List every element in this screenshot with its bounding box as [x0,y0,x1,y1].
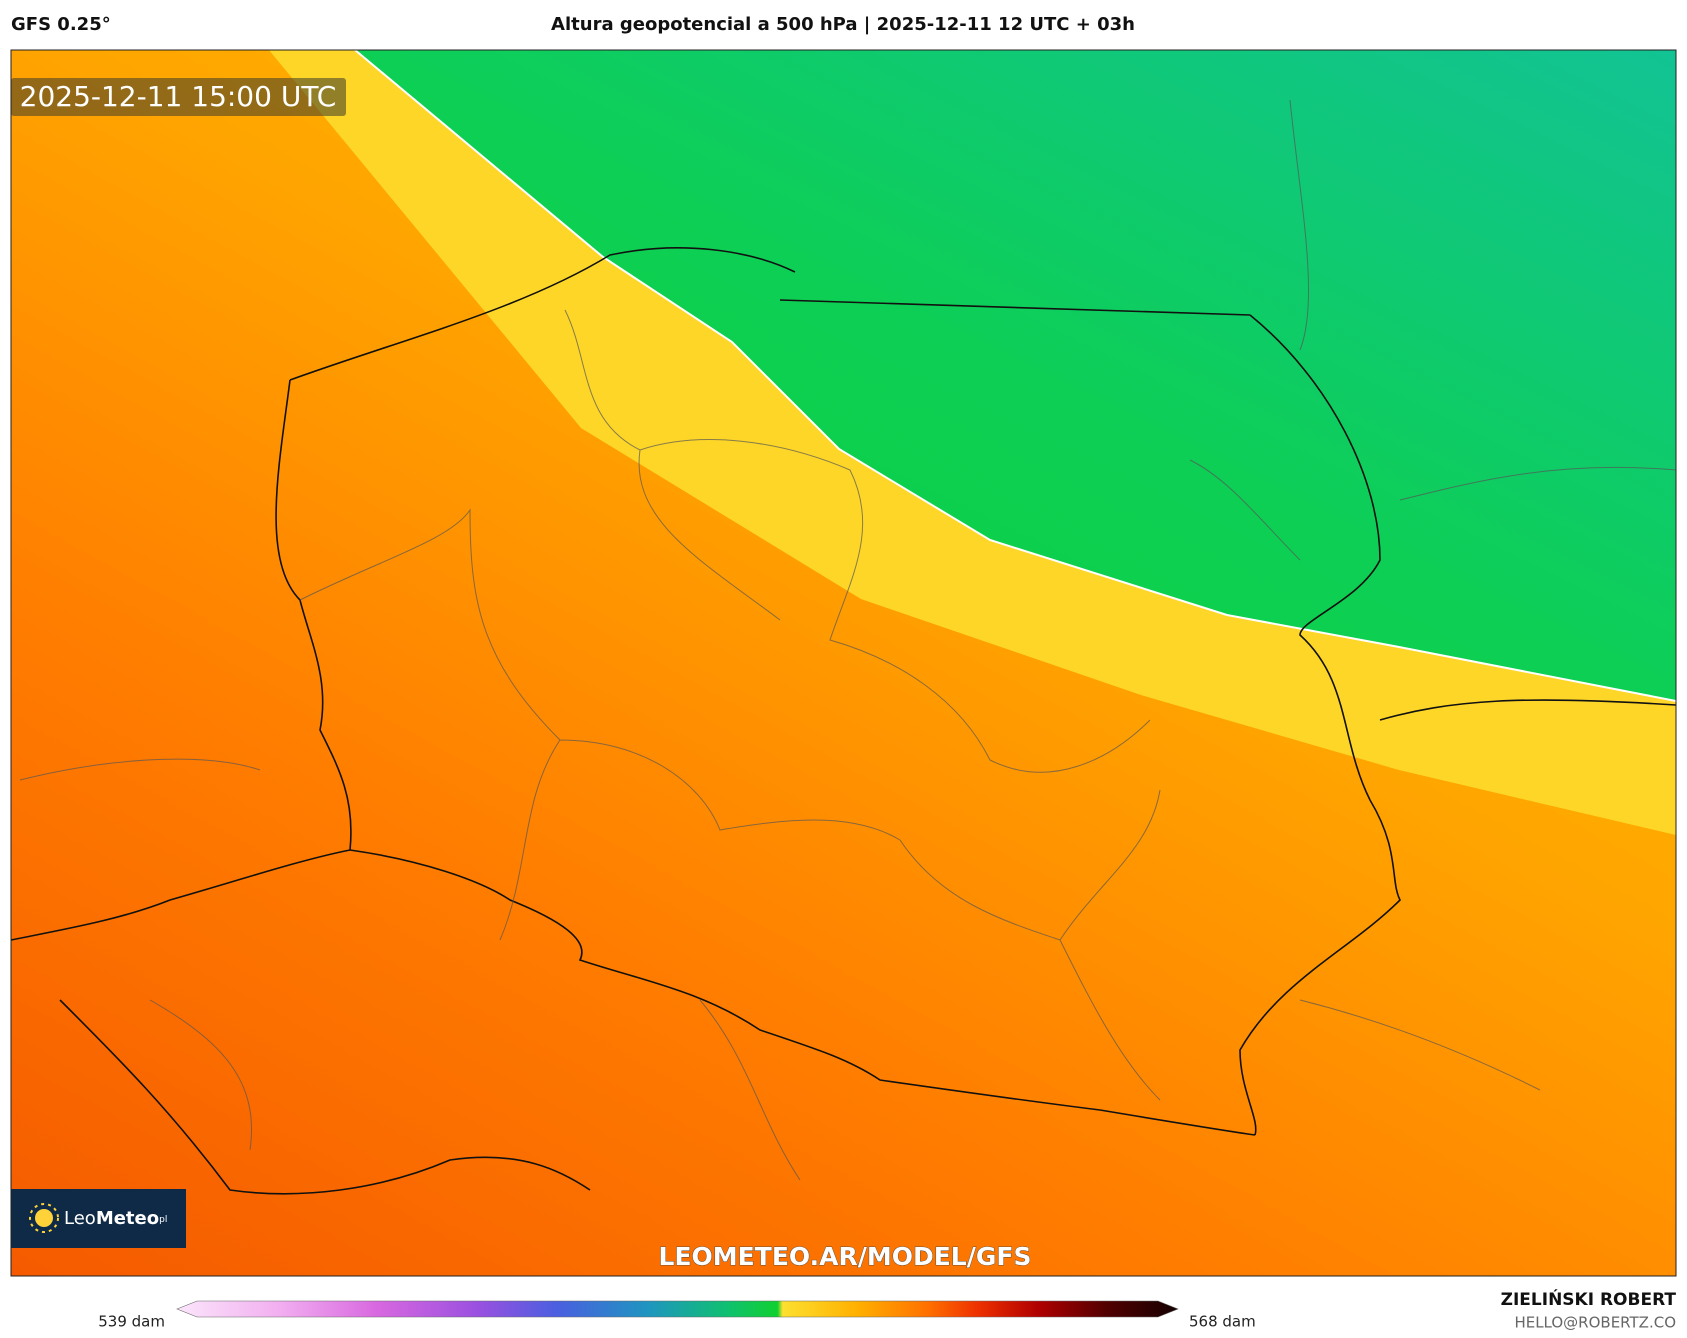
country-borders [11,247,1676,1195]
map: 2025-12-11 15:00 UTC LeoMeteopl LEOMETEO… [11,50,1676,1276]
logo-main: Meteo [96,1208,159,1229]
timestamp-box [11,78,346,116]
model-label: GFS 0.25° [11,14,111,35]
contour-line [354,50,1676,702]
colorbar-ramp [176,1300,1179,1318]
watermark: LEOMETEO.AR/MODEL/GFS [659,1242,1032,1271]
logo-text: LeoMeteopl [64,1208,167,1229]
logo-sun [35,1209,53,1227]
colorbar-min-label: 539 dam [98,1313,165,1331]
map-title: Altura geopotencial a 500 hPa | 2025-12-… [551,14,1135,35]
map-frame [10,49,1677,1277]
logo-suffix: pl [159,1215,167,1225]
logo-prefix: Leo [64,1208,96,1229]
colorbar: 539 dam 568 dam [98,1300,1256,1331]
logo-rays [29,1203,59,1233]
contact: HELLO@ROBERTZ.CO [1514,1314,1676,1332]
author: ZIELIŃSKI ROBERT [1501,1288,1677,1310]
timestamp: 2025-12-11 15:00 UTC [20,80,337,113]
band-550 [355,50,1676,701]
region-borders [19,99,1676,1181]
band-552 [269,50,1676,835]
colorbar-max-label: 568 dam [1189,1313,1256,1331]
